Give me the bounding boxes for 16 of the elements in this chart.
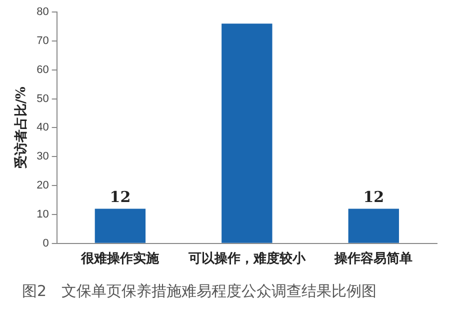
y-tick-label: 50	[36, 92, 49, 105]
y-tick-label: 30	[36, 150, 49, 163]
y-tick-label: 10	[36, 208, 49, 221]
caption: 图2 文保单页保养措施难易程度公众调查结果比例图	[22, 282, 377, 301]
x-tick-label: 可以操作，难度较小	[187, 250, 306, 267]
x-tick-label: 很难操作实施	[80, 250, 160, 267]
y-tick-label: 60	[36, 64, 49, 76]
y-axis-title: 受访者占比/%	[13, 86, 30, 170]
data-label: 12	[363, 188, 384, 206]
x-tick-label: 操作容易简单	[334, 250, 413, 267]
y-tick-label: 70	[36, 34, 49, 47]
y-tick-label: 80	[36, 6, 49, 18]
y-tick-label: 0	[42, 237, 49, 250]
y-tick-label: 20	[36, 180, 49, 192]
y-tick-label: 40	[36, 122, 49, 134]
data-label: 12	[110, 188, 131, 206]
